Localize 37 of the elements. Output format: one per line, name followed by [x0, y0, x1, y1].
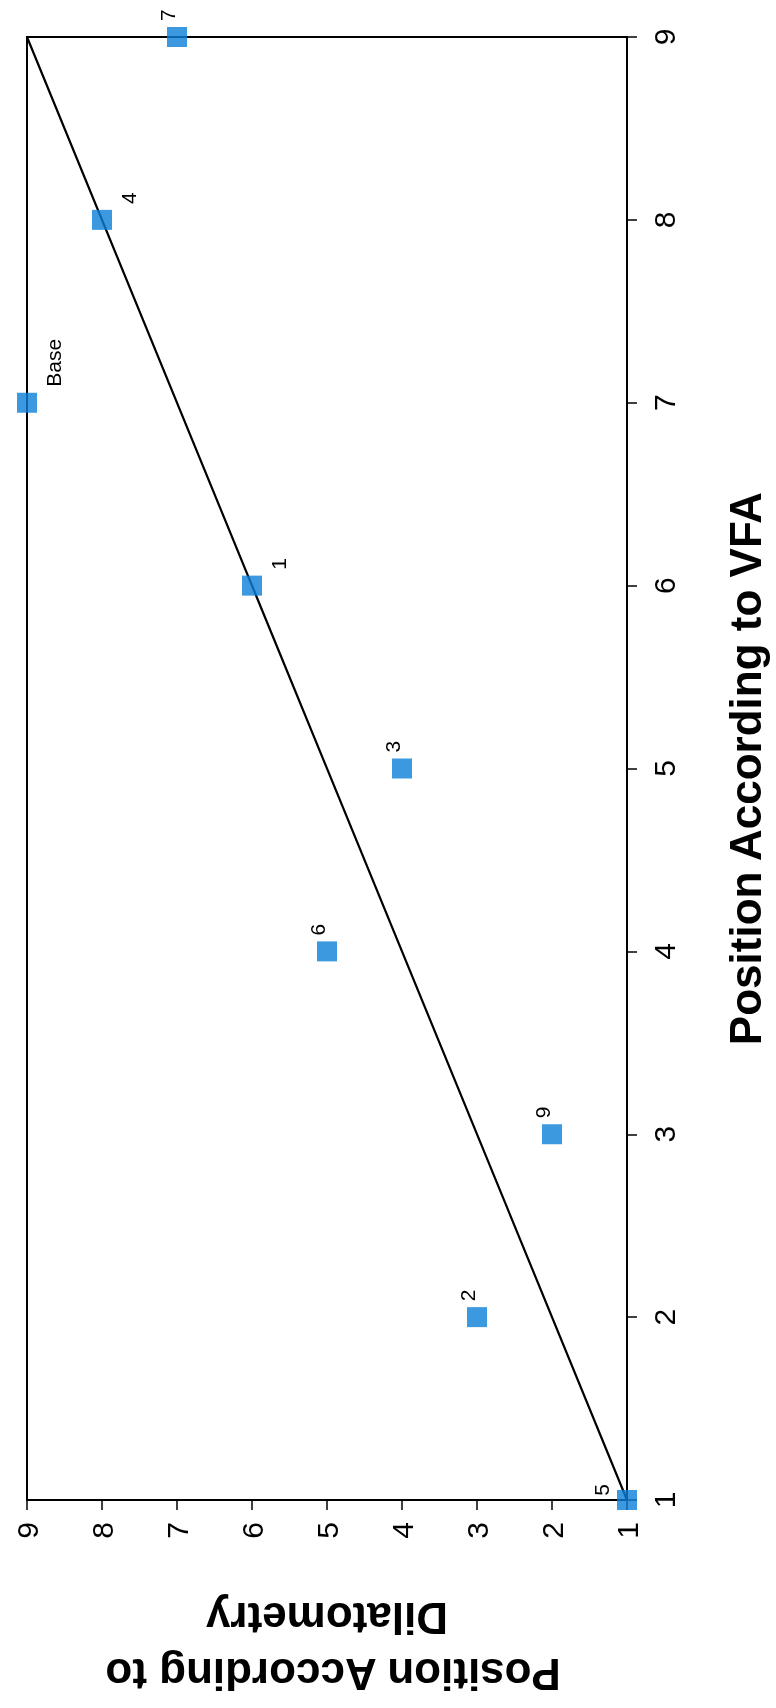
x-tick-label: 7 — [160, 1522, 194, 1539]
annotation: 1 — [266, 557, 290, 570]
y-tick-label: 6 — [647, 577, 681, 594]
x-tick-label: 2 — [535, 1522, 569, 1539]
point — [542, 1124, 562, 1145]
annotation: 6 — [305, 923, 329, 936]
x-tick-label: 9 — [10, 1522, 44, 1539]
point — [317, 941, 337, 962]
annotation: 3 — [380, 740, 404, 753]
y-axis-title: Position According to VFA — [720, 491, 770, 1046]
annotation: Base — [41, 338, 65, 387]
y-tick-label: 2 — [647, 1308, 681, 1326]
annotation: 5 — [589, 1484, 613, 1496]
point — [92, 209, 112, 230]
annotation: 7 — [155, 9, 179, 21]
x-tick-label: 1 — [610, 1522, 644, 1539]
y-tick-label: 7 — [647, 394, 681, 412]
y-tick-label: 1 — [647, 1491, 681, 1509]
x-tick-label: 8 — [85, 1522, 119, 1539]
x-tick-label: 4 — [385, 1522, 419, 1539]
x-tick-label: 5 — [310, 1522, 344, 1539]
x-axis-title: Position According to Dilatometry — [93, 1593, 561, 1699]
annotation: 9 — [530, 1106, 554, 1119]
y-tick-label: 4 — [647, 943, 681, 960]
y-tick-label: 9 — [647, 28, 681, 46]
point — [467, 1307, 487, 1328]
point — [242, 575, 262, 596]
x-tick-label: 3 — [460, 1522, 494, 1539]
y-tick-label: 3 — [647, 1125, 681, 1143]
annotation: 2 — [455, 1289, 479, 1302]
y-tick-label: 8 — [647, 211, 681, 229]
point — [17, 392, 37, 413]
point — [167, 27, 187, 47]
annotation: 4 — [116, 191, 140, 204]
y-tick-label: 5 — [647, 760, 681, 777]
point — [392, 758, 412, 779]
x-tick-label: 6 — [235, 1522, 269, 1539]
